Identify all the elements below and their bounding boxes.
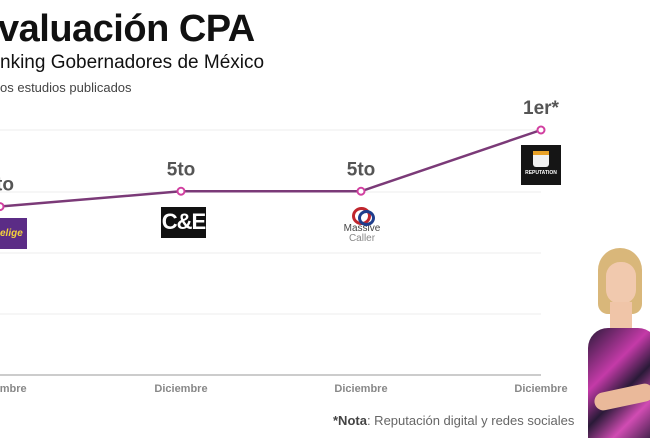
reputation-logo-text: REPUTATION xyxy=(525,170,557,176)
data-label: to xyxy=(0,175,14,196)
data-point xyxy=(356,186,366,196)
x-tick-label: Diciembre xyxy=(154,383,207,395)
data-label: 5to xyxy=(347,159,376,180)
series-line xyxy=(0,128,542,208)
x-tick-label: Diciembre xyxy=(514,383,567,395)
page-subtitle: nking Gobernadores de México xyxy=(0,52,265,73)
massive-caller-icon xyxy=(351,206,375,226)
data-point xyxy=(536,125,546,135)
massive-caller-logo: Massive Caller xyxy=(340,206,384,244)
caption: os estudios publicados xyxy=(0,80,132,95)
ce-logo: C&E xyxy=(161,207,206,238)
enlige-logo-text: elige xyxy=(0,228,23,239)
data-point xyxy=(0,202,5,212)
x-tick-label: Diciembre xyxy=(0,383,27,395)
crown-icon xyxy=(533,151,549,167)
enlige-logo: elige xyxy=(0,218,27,249)
footnote: *Nota: Reputación digital y redes social… xyxy=(333,413,574,428)
x-tick-label: Diciembre xyxy=(334,383,387,395)
governor-photo xyxy=(586,248,650,438)
massive-caller-text-1: Massive xyxy=(343,223,381,234)
data-point xyxy=(176,186,186,196)
data-label: 5to xyxy=(167,159,196,180)
page-title: valuación CPA xyxy=(0,8,255,50)
ce-logo-text: C&E xyxy=(161,209,206,234)
footnote-text: : Reputación digital y redes sociales xyxy=(366,413,575,428)
footnote-label: *Nota xyxy=(333,413,367,428)
data-label: 1er* xyxy=(523,98,560,119)
massive-caller-text-2: Caller xyxy=(348,233,376,244)
reputation-logo: REPUTATION xyxy=(521,145,561,185)
